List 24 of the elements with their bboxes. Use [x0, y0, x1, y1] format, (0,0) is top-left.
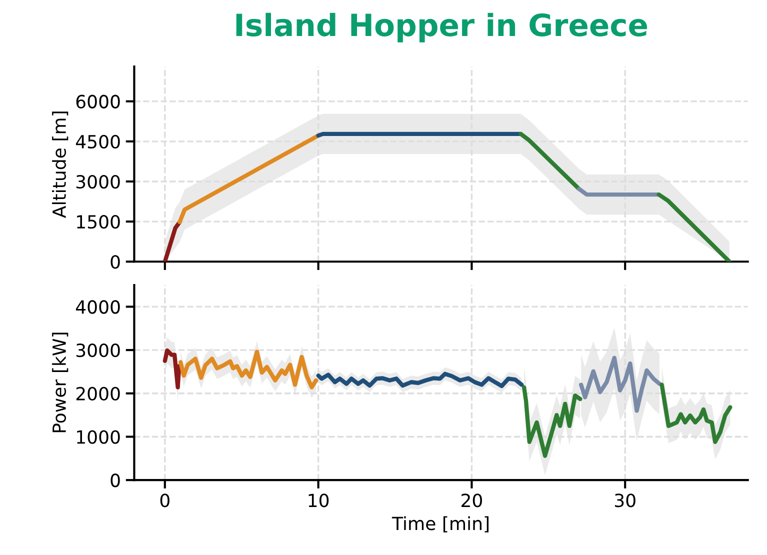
y-axis-title: Altitude [m] [52, 112, 68, 218]
y-axis-title: Power [kW] [52, 332, 68, 432]
y-tick-label: 0 [110, 474, 120, 488]
y-tick-label: 1500 [77, 215, 120, 229]
y-tick-label: 4500 [76, 134, 120, 149]
y-tick-label: 4000 [76, 300, 120, 314]
y-tick-label: 2000 [76, 386, 120, 401]
x-tick-label: 20 [462, 494, 482, 508]
line-series [316, 372, 524, 388]
chart-title: Island Hopper in Greece [236, 12, 648, 42]
line-series [162, 348, 182, 390]
y-tick-label: 3000 [76, 344, 120, 358]
line-series [178, 350, 318, 390]
x-tick-label: 0 [160, 494, 170, 508]
line-series [578, 356, 662, 413]
line-series [660, 382, 732, 444]
line-series [522, 385, 582, 458]
y-tick-label: 3000 [76, 174, 120, 189]
x-axis-title: Time [min] [392, 516, 488, 532]
y-tick-label: 0 [110, 255, 120, 269]
x-tick-label: 10 [308, 494, 329, 508]
y-tick-label: 1000 [77, 430, 120, 444]
y-tick-label: 6000 [76, 94, 120, 108]
x-tick-label: 30 [614, 494, 636, 508]
